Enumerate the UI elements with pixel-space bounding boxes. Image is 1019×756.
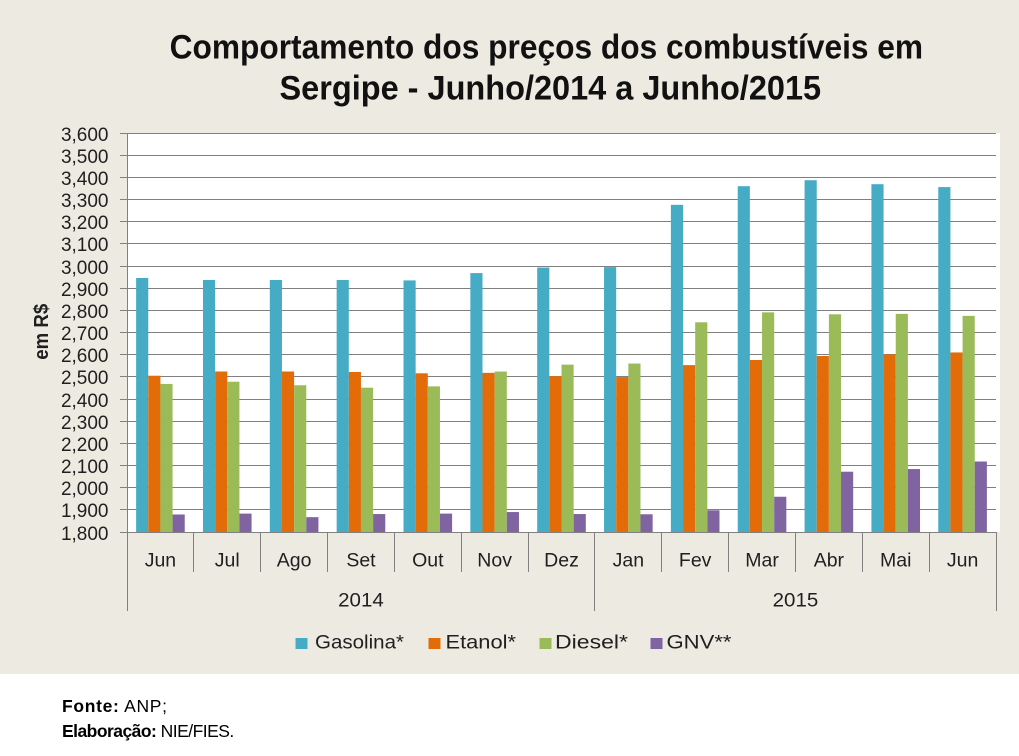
- svg-text:Jul: Jul: [215, 550, 240, 572]
- svg-text:3,000: 3,000: [61, 258, 109, 279]
- svg-text:Gasolina*: Gasolina*: [315, 632, 404, 654]
- svg-text:2,900: 2,900: [61, 280, 109, 301]
- svg-text:Diesel*: Diesel*: [555, 632, 628, 654]
- svg-text:Mar: Mar: [745, 550, 779, 572]
- svg-text:Fev: Fev: [679, 550, 712, 572]
- svg-text:3,200: 3,200: [61, 213, 109, 234]
- svg-text:Abr: Abr: [814, 550, 845, 572]
- svg-text:Jan: Jan: [613, 550, 644, 572]
- svg-text:3,400: 3,400: [61, 169, 109, 190]
- svg-text:2,500: 2,500: [61, 368, 109, 389]
- svg-text:Comportamento dos preços dos c: Comportamento dos preços dos combustívei…: [170, 29, 924, 67]
- svg-text:3,600: 3,600: [61, 125, 109, 146]
- svg-text:2,200: 2,200: [61, 435, 109, 456]
- svg-text:Etanol*: Etanol*: [446, 632, 517, 654]
- svg-text:Out: Out: [412, 550, 444, 572]
- svg-text:2,600: 2,600: [61, 346, 109, 367]
- svg-text:Dez: Dez: [544, 550, 579, 572]
- svg-text:2,000: 2,000: [61, 479, 109, 500]
- svg-text:3,100: 3,100: [61, 235, 109, 256]
- svg-text:GNV**: GNV**: [667, 632, 732, 654]
- svg-text:Set: Set: [346, 550, 376, 572]
- svg-text:2015: 2015: [773, 591, 819, 612]
- svg-text:em R$: em R$: [31, 304, 53, 360]
- svg-text:Sergipe - Junho/2014 a Junho/2: Sergipe - Junho/2014 a Junho/2015: [280, 70, 822, 108]
- svg-text:Ago: Ago: [277, 550, 312, 572]
- svg-text:Nov: Nov: [477, 550, 512, 572]
- svg-text:2,100: 2,100: [61, 457, 109, 478]
- svg-text:3,500: 3,500: [61, 147, 109, 168]
- svg-text:2,300: 2,300: [61, 413, 109, 434]
- svg-text:1,800: 1,800: [61, 524, 109, 545]
- svg-text:2014: 2014: [338, 591, 384, 612]
- svg-text:2,700: 2,700: [61, 324, 109, 345]
- svg-text:Mai: Mai: [880, 550, 911, 572]
- svg-text:Jun: Jun: [947, 550, 978, 572]
- svg-text:Jun: Jun: [145, 550, 176, 572]
- svg-text:1,900: 1,900: [61, 501, 109, 522]
- svg-text:2,400: 2,400: [61, 391, 109, 412]
- svg-text:3,300: 3,300: [61, 191, 109, 212]
- svg-text:2,800: 2,800: [61, 302, 109, 323]
